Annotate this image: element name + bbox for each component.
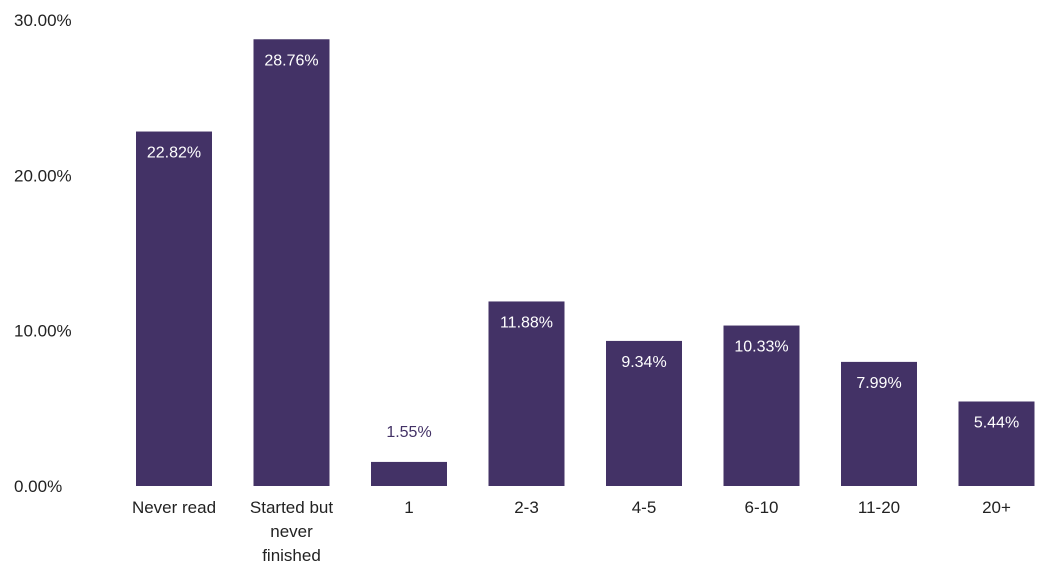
data-label: 5.44%: [974, 414, 1019, 431]
x-tick-label: never: [270, 522, 313, 541]
y-tick-label: 20.00%: [14, 166, 72, 185]
x-tick-label: 1: [404, 498, 413, 517]
bar: [958, 401, 1035, 486]
bar: [371, 461, 447, 486]
bar: [253, 39, 330, 487]
x-axis: Never read Started but never finished 1 2-3 4-…: [132, 498, 1011, 564]
data-label: 22.82%: [147, 145, 201, 162]
y-axis: 0.00% 10.00% 20.00% 30.00%: [14, 11, 72, 496]
data-label: 7.99%: [856, 375, 901, 392]
data-label: 1.55%: [386, 424, 431, 441]
bar: [488, 301, 565, 486]
data-label: 10.33%: [734, 339, 788, 356]
bar: [841, 361, 917, 486]
y-tick-label: 0.00%: [14, 477, 62, 496]
bar: [606, 340, 682, 486]
y-tick-label: 30.00%: [14, 11, 72, 30]
data-label: 11.88%: [500, 314, 553, 331]
bars: 22.82% 28.76% 1.55% 11.88% 9.34% 10.33% 7.99% 5…: [136, 39, 1035, 487]
x-tick-label: Started but: [250, 498, 333, 517]
y-tick-label: 10.00%: [14, 322, 72, 341]
x-tick-label: 20+: [982, 498, 1011, 517]
x-tick-label: 11-20: [858, 498, 900, 517]
x-tick-label: finished: [262, 546, 321, 564]
data-label: 9.34%: [621, 354, 666, 371]
x-tick-label: 2-3: [514, 498, 539, 517]
x-tick-label: 6-10: [744, 498, 778, 517]
data-label: 28.76%: [264, 52, 318, 69]
x-tick-label: Never read: [132, 498, 216, 517]
bar: [723, 325, 800, 486]
x-tick-label: 4-5: [632, 498, 657, 517]
bar: [136, 131, 212, 486]
